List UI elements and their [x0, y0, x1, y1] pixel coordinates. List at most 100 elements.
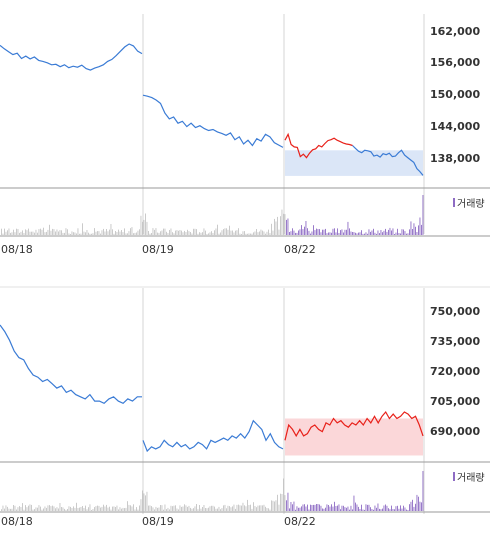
volume-bar: [362, 509, 364, 511]
volume-bar: [364, 233, 365, 235]
volume-bar: [67, 229, 68, 235]
volume-bar: [235, 508, 236, 511]
volume-bar: [166, 231, 167, 235]
volume-bar: [110, 509, 112, 511]
volume-bar: [341, 229, 343, 235]
volume-bar: [356, 233, 358, 235]
volume-bar: [119, 507, 121, 511]
volume-bar: [194, 228, 196, 235]
volume-bar: [127, 501, 128, 511]
volume-bar: [280, 493, 281, 511]
volume-bar: [164, 504, 166, 511]
volume-bar: [313, 504, 314, 511]
price-line-down: [0, 43, 143, 71]
volume-bar: [227, 229, 229, 235]
volume-bar: [167, 507, 169, 511]
volume-bar: [139, 229, 140, 235]
volume-bar: [202, 507, 203, 511]
volume-bar: [22, 503, 23, 511]
volume-bar: [16, 509, 17, 511]
volume-bar: [266, 231, 268, 235]
volume-bar: [46, 231, 47, 235]
volume-bar: [293, 501, 295, 511]
volume-bar: [19, 506, 20, 511]
volume-bar: [386, 505, 388, 511]
volume-bar: [53, 229, 55, 235]
x-date-label: 08/19: [142, 515, 174, 528]
volume-bar: [178, 230, 179, 235]
volume-bar: [133, 504, 134, 511]
volume-bar: [26, 507, 28, 511]
volume-bar: [212, 505, 214, 511]
volume-bar: [128, 504, 130, 511]
volume-bar: [422, 195, 424, 235]
volume-bar: [163, 228, 164, 235]
volume-bar: [248, 233, 250, 235]
volume-bar: [53, 506, 55, 511]
volume-bar: [260, 229, 262, 235]
volume-bar: [184, 230, 185, 235]
volume-bar: [23, 233, 25, 235]
volume-bar: [233, 504, 235, 511]
volume-bar: [319, 504, 320, 511]
volume-bar: [110, 224, 112, 235]
volume-bar: [109, 229, 110, 235]
volume-bar: [386, 231, 388, 235]
volume-bar: [55, 231, 56, 235]
volume-bar: [400, 233, 401, 235]
volume-bar: [271, 500, 272, 511]
volume-bar: [52, 505, 53, 511]
volume-bar: [338, 233, 340, 235]
volume-bar: [41, 229, 43, 235]
volume-bar: [290, 231, 292, 235]
volume-bar: [14, 505, 16, 511]
volume-bar: [163, 509, 164, 511]
volume-bar: [322, 508, 323, 511]
volume-bar: [419, 217, 421, 235]
volume-bar: [31, 231, 32, 235]
volume-bar: [262, 505, 263, 511]
volume-bar: [308, 509, 310, 511]
volume-bar: [265, 506, 266, 511]
volume-bar: [197, 233, 199, 235]
volume-bar: [353, 232, 355, 235]
volume-bar: [182, 506, 184, 511]
volume-bar: [397, 505, 398, 511]
volume-bar: [151, 506, 152, 511]
volume-bar: [364, 509, 365, 511]
volume-bar: [280, 216, 281, 235]
volume-bar: [95, 506, 97, 511]
volume-bar: [79, 233, 80, 235]
volume-bar: [289, 232, 290, 235]
volume-bar: [214, 230, 215, 235]
volume-bar: [307, 228, 308, 235]
volume-bar: [361, 504, 362, 511]
volume-bar: [283, 213, 284, 235]
volume-bar: [340, 509, 341, 511]
volume-bar: [190, 232, 191, 235]
volume-bar: [23, 509, 25, 511]
volume-bar: [223, 505, 224, 511]
price-line-up: [284, 132, 353, 159]
volume-bar: [88, 232, 89, 235]
volume-bar: [404, 231, 406, 235]
volume-bar: [185, 232, 187, 235]
volume-bar: [371, 230, 373, 235]
volume-bar: [368, 229, 370, 235]
volume-bar: [284, 495, 286, 511]
volume-bar: [391, 230, 392, 235]
volume-bar: [359, 509, 361, 511]
volume-bar: [331, 504, 332, 511]
volume-bar: [286, 219, 287, 235]
volume-bar: [76, 502, 77, 511]
volume-bar: [52, 228, 53, 235]
volume-bar: [224, 504, 226, 511]
volume-bar: [199, 232, 200, 235]
volume-bar: [103, 228, 104, 235]
volume-bar: [89, 233, 91, 235]
volume-bar: [136, 507, 137, 511]
volume-bar: [61, 507, 62, 511]
volume-bar: [7, 230, 8, 235]
volume-bar: [343, 505, 344, 511]
volume-bar: [269, 233, 271, 235]
